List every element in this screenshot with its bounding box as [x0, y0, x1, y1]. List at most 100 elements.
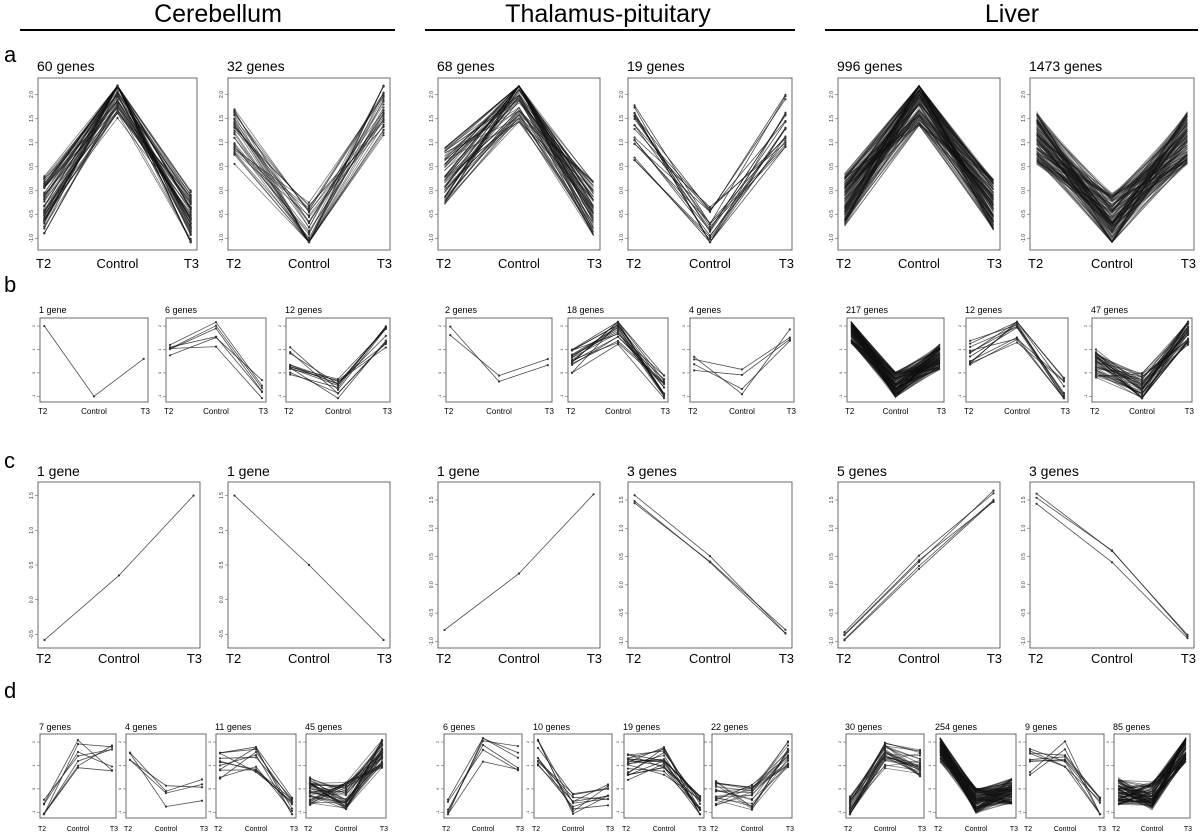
gene-point — [116, 116, 119, 120]
gene-point — [189, 233, 192, 237]
gene-profile-line — [939, 750, 1013, 796]
gene-point — [750, 786, 754, 789]
gene-point — [1015, 341, 1019, 344]
gene-profile-line — [850, 331, 941, 390]
gene-profile-line — [844, 111, 994, 218]
gene-profile-line — [1036, 115, 1188, 199]
gene-profile-line — [844, 84, 994, 223]
gene-profile-line — [939, 741, 1013, 794]
gene-point — [289, 364, 292, 367]
gene-profile-line — [1036, 130, 1188, 206]
gene-profile-line — [844, 84, 994, 206]
gene-point — [714, 799, 718, 802]
gene-point — [344, 788, 348, 791]
tissue-title-liver: Liver — [985, 0, 1039, 28]
gene-profile-line — [844, 89, 994, 221]
y-tick-label: 0 — [117, 787, 122, 790]
gene-point — [843, 630, 846, 634]
gene-point — [117, 574, 121, 577]
gene-point — [233, 133, 236, 136]
panel-a-5: 996 genes -1.0 -0.5 0.0 0.5 1.0 1.5 2.0 T2 Contro… — [829, 58, 1002, 271]
gene-profile-line — [447, 744, 519, 810]
gene-point — [633, 159, 636, 162]
y-tick-label: 1 — [559, 348, 564, 351]
gene-profile-line — [939, 739, 1013, 814]
gene-profile-line — [844, 84, 994, 183]
gene-profile-line — [844, 101, 994, 219]
plot-frame — [965, 317, 1069, 403]
gene-point — [42, 813, 46, 816]
gene-profile-line — [1036, 138, 1188, 226]
gene-point — [254, 770, 258, 774]
x-tick-label: T3 — [1010, 826, 1018, 833]
y-tick-label: -1 — [1083, 394, 1088, 398]
gene-profile-line — [850, 340, 941, 377]
gene-point — [308, 803, 312, 807]
panel-c-3: 1 gene -1.0 -0.5 0.0 0.5 1.0 1.5 T2 Control T3 — [429, 463, 602, 666]
gene-profile-line — [939, 751, 1013, 796]
y-tick-label: 1 — [31, 764, 36, 767]
panel-b-1: 1 gene -1 0 1 2 T2 Control T3 — [31, 305, 151, 416]
x-tick-label: Control — [155, 826, 178, 833]
gene-profile-line — [939, 752, 1013, 805]
x-tick-label: T2 — [38, 407, 48, 416]
gene-point — [917, 554, 921, 557]
x-tick-label: T3 — [184, 256, 199, 271]
y-tick-label: 0.0 — [29, 187, 35, 194]
gene-profile-line — [1036, 139, 1188, 215]
gene-profile-line — [1036, 136, 1188, 235]
gene-point — [571, 812, 575, 815]
x-tick-label: Control — [1091, 651, 1133, 666]
gene-point — [380, 749, 384, 752]
gene-profile-line — [1036, 128, 1188, 224]
gene-profile-line — [939, 750, 1013, 806]
gene-point — [116, 98, 119, 102]
y-tick-label: 1 — [525, 764, 530, 767]
y-tick-label: -1 — [681, 394, 686, 398]
gene-point — [918, 754, 922, 757]
gene-point — [848, 809, 852, 812]
gene-point — [168, 348, 172, 351]
gene-profile-line — [939, 759, 1013, 798]
y-tick-label: -1 — [31, 394, 36, 398]
gene-point — [110, 765, 114, 768]
x-tick-label: T2 — [304, 826, 312, 833]
gene-lines — [536, 738, 610, 815]
gene-profile-line — [939, 737, 1013, 804]
gene-point — [918, 757, 922, 761]
gene-point — [382, 115, 385, 118]
gene-point — [740, 393, 744, 396]
panel-title: 22 genes — [711, 722, 749, 732]
gene-profile-line — [850, 334, 941, 386]
gene-profile-line — [844, 114, 994, 223]
gene-profile-line — [844, 122, 994, 203]
y-tick-label: 2 — [681, 324, 686, 327]
gene-profile-line — [850, 321, 941, 378]
gene-profile-line — [1036, 113, 1188, 244]
panel-d-4: 45 genes -1 0 1 2 T2 Control T3 — [297, 722, 388, 833]
gene-profile-line — [939, 744, 1013, 811]
gene-profile-line — [1036, 112, 1188, 212]
gene-profile-line — [939, 754, 1013, 792]
gene-profile-line — [844, 84, 994, 231]
gene-profile-line — [1036, 112, 1188, 233]
gene-profile-line — [939, 757, 1013, 791]
gene-profile-line — [939, 748, 1013, 794]
gene-profile-line — [939, 737, 1013, 810]
gene-point — [1094, 354, 1098, 357]
gene-profile-line — [939, 741, 1013, 801]
gene-point — [233, 120, 236, 123]
gene-profile-line — [844, 109, 994, 213]
gene-profile-line — [1036, 121, 1188, 214]
gene-profile-line — [1036, 120, 1188, 197]
gene-profile-line — [939, 739, 1013, 809]
gene-profile-line — [939, 757, 1013, 792]
gene-profile-line — [939, 758, 1013, 792]
gene-profile-line — [850, 339, 941, 387]
plot-frame — [846, 317, 945, 403]
y-tick-label: 0 — [1017, 787, 1022, 790]
gene-point — [786, 754, 790, 757]
y-tick-label: 2 — [297, 740, 302, 743]
panel-c-6: 3 genes -1.0 -0.5 0.0 0.5 1.0 1.5 T2 Control T3 — [1021, 463, 1196, 666]
gene-point — [189, 193, 192, 196]
